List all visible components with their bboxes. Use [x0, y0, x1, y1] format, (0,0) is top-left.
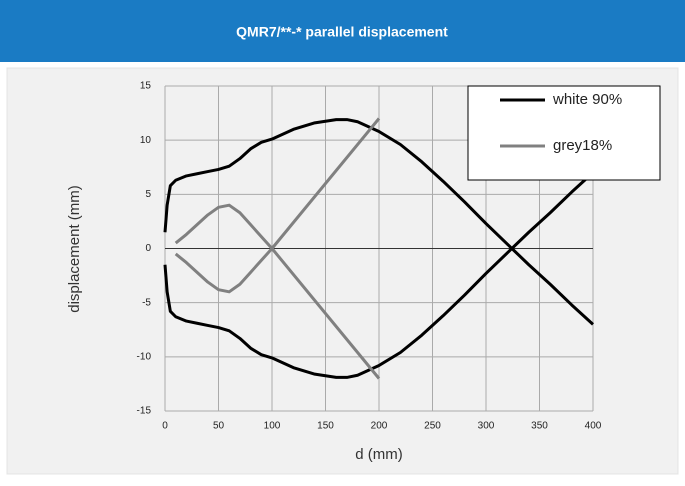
x-tick-label: 200: [371, 421, 388, 432]
series-line: [174, 117, 381, 250]
x-tick-label: 300: [478, 421, 495, 432]
x-tick-label: 50: [213, 421, 225, 432]
x-tick-label: 400: [585, 421, 602, 432]
legend-label: white 90%: [552, 91, 622, 108]
x-tick-label: 100: [264, 421, 281, 432]
y-tick-label: 10: [140, 135, 152, 146]
y-axis-label: displacement (mm): [66, 185, 83, 313]
x-tick-label: 250: [424, 421, 441, 432]
y-tick-label: 5: [145, 189, 151, 200]
y-tick-label: -15: [137, 406, 152, 417]
x-tick-label: 150: [317, 421, 334, 432]
y-tick-label: 0: [145, 243, 151, 254]
y-tick-label: -5: [142, 297, 151, 308]
legend-box: [467, 85, 661, 181]
x-tick-label: 350: [531, 421, 548, 432]
header-bar: [0, 0, 685, 62]
series-line: [174, 247, 381, 380]
series-line: [163, 118, 595, 326]
y-tick-label: 15: [140, 81, 152, 92]
x-tick-label: 0: [162, 421, 168, 432]
series-line: [163, 171, 595, 379]
chart-title: QMR7/**-* parallel displacement: [236, 24, 448, 40]
y-tick-label: -10: [137, 351, 152, 362]
legend-label: grey18%: [553, 137, 612, 154]
x-axis-label: d (mm): [355, 446, 403, 463]
